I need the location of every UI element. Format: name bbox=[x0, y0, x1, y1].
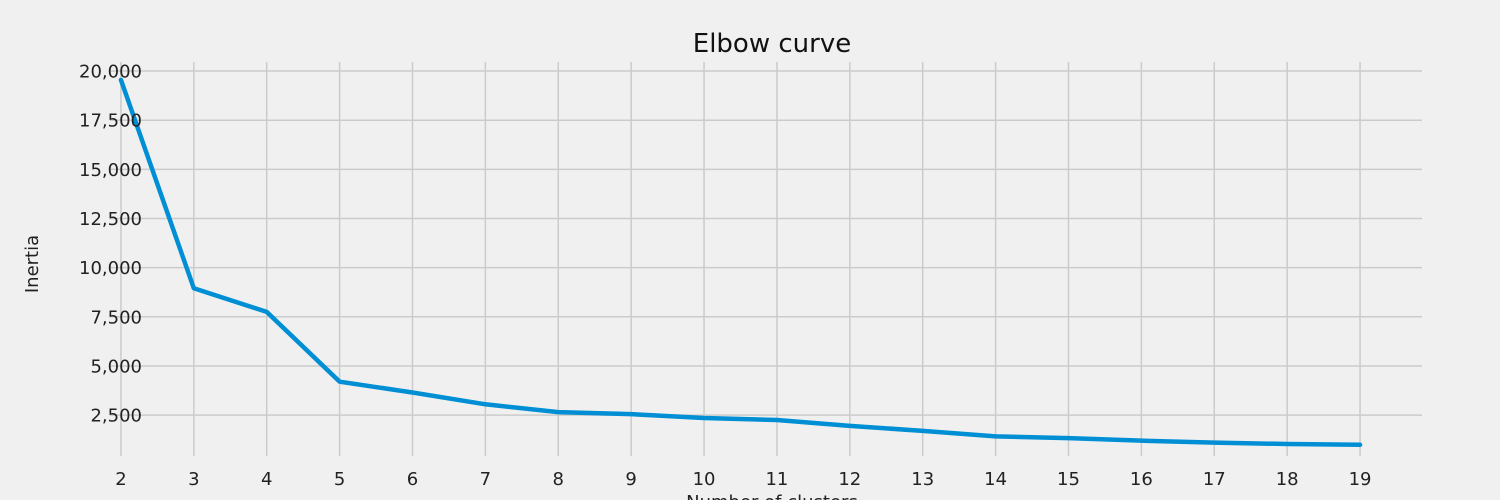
x-tick-label: 8 bbox=[553, 469, 564, 490]
x-tick-label: 18 bbox=[1276, 469, 1299, 490]
x-tick-label: 16 bbox=[1130, 469, 1153, 490]
x-tick-label: 4 bbox=[261, 469, 272, 490]
series-group bbox=[118, 77, 1363, 448]
x-tick-label: 7 bbox=[480, 469, 491, 490]
x-tick-label: 3 bbox=[188, 469, 199, 490]
inertia-line bbox=[118, 77, 1363, 448]
x-tick-label: 15 bbox=[1057, 469, 1080, 490]
x-tick-label: 5 bbox=[334, 469, 345, 490]
x-tick-label: 19 bbox=[1349, 469, 1372, 490]
x-axis-label: Number of clusters bbox=[686, 492, 858, 500]
x-tick-label: 6 bbox=[407, 469, 418, 490]
y-tick-label: 5,000 bbox=[90, 356, 142, 377]
x-tick-label: 2 bbox=[115, 469, 126, 490]
y-tick-label: 10,000 bbox=[79, 258, 142, 279]
x-tick-label: 17 bbox=[1203, 469, 1226, 490]
y-tick-label: 20,000 bbox=[79, 62, 142, 83]
y-tick-label: 17,500 bbox=[79, 111, 142, 132]
y-tick-label: 15,000 bbox=[79, 160, 142, 181]
y-axis-label: Inertia bbox=[22, 235, 43, 293]
y-grid bbox=[110, 70, 1422, 416]
x-tick-label: 9 bbox=[625, 469, 636, 490]
y-tick-labels: 2,500 5,000 7,500 10,000 12,500 15,000 17,500 2… bbox=[79, 62, 142, 427]
x-tick-label: 11 bbox=[765, 469, 788, 490]
x-tick-label: 10 bbox=[693, 469, 716, 490]
y-tick-label: 2,500 bbox=[90, 406, 142, 427]
x-tick-labels: 2 3 4 5 6 7 8 9 10 11 12 13 14 15 16 17 18 19 bbox=[115, 469, 1371, 490]
x-tick-label: 12 bbox=[838, 469, 861, 490]
y-tick-label: 12,500 bbox=[79, 209, 142, 230]
chart-title: Elbow curve bbox=[693, 29, 851, 59]
x-grid bbox=[120, 62, 1361, 456]
x-tick-label: 13 bbox=[911, 469, 934, 490]
x-tick-label: 14 bbox=[984, 469, 1007, 490]
y-tick-label: 7,500 bbox=[90, 307, 142, 328]
